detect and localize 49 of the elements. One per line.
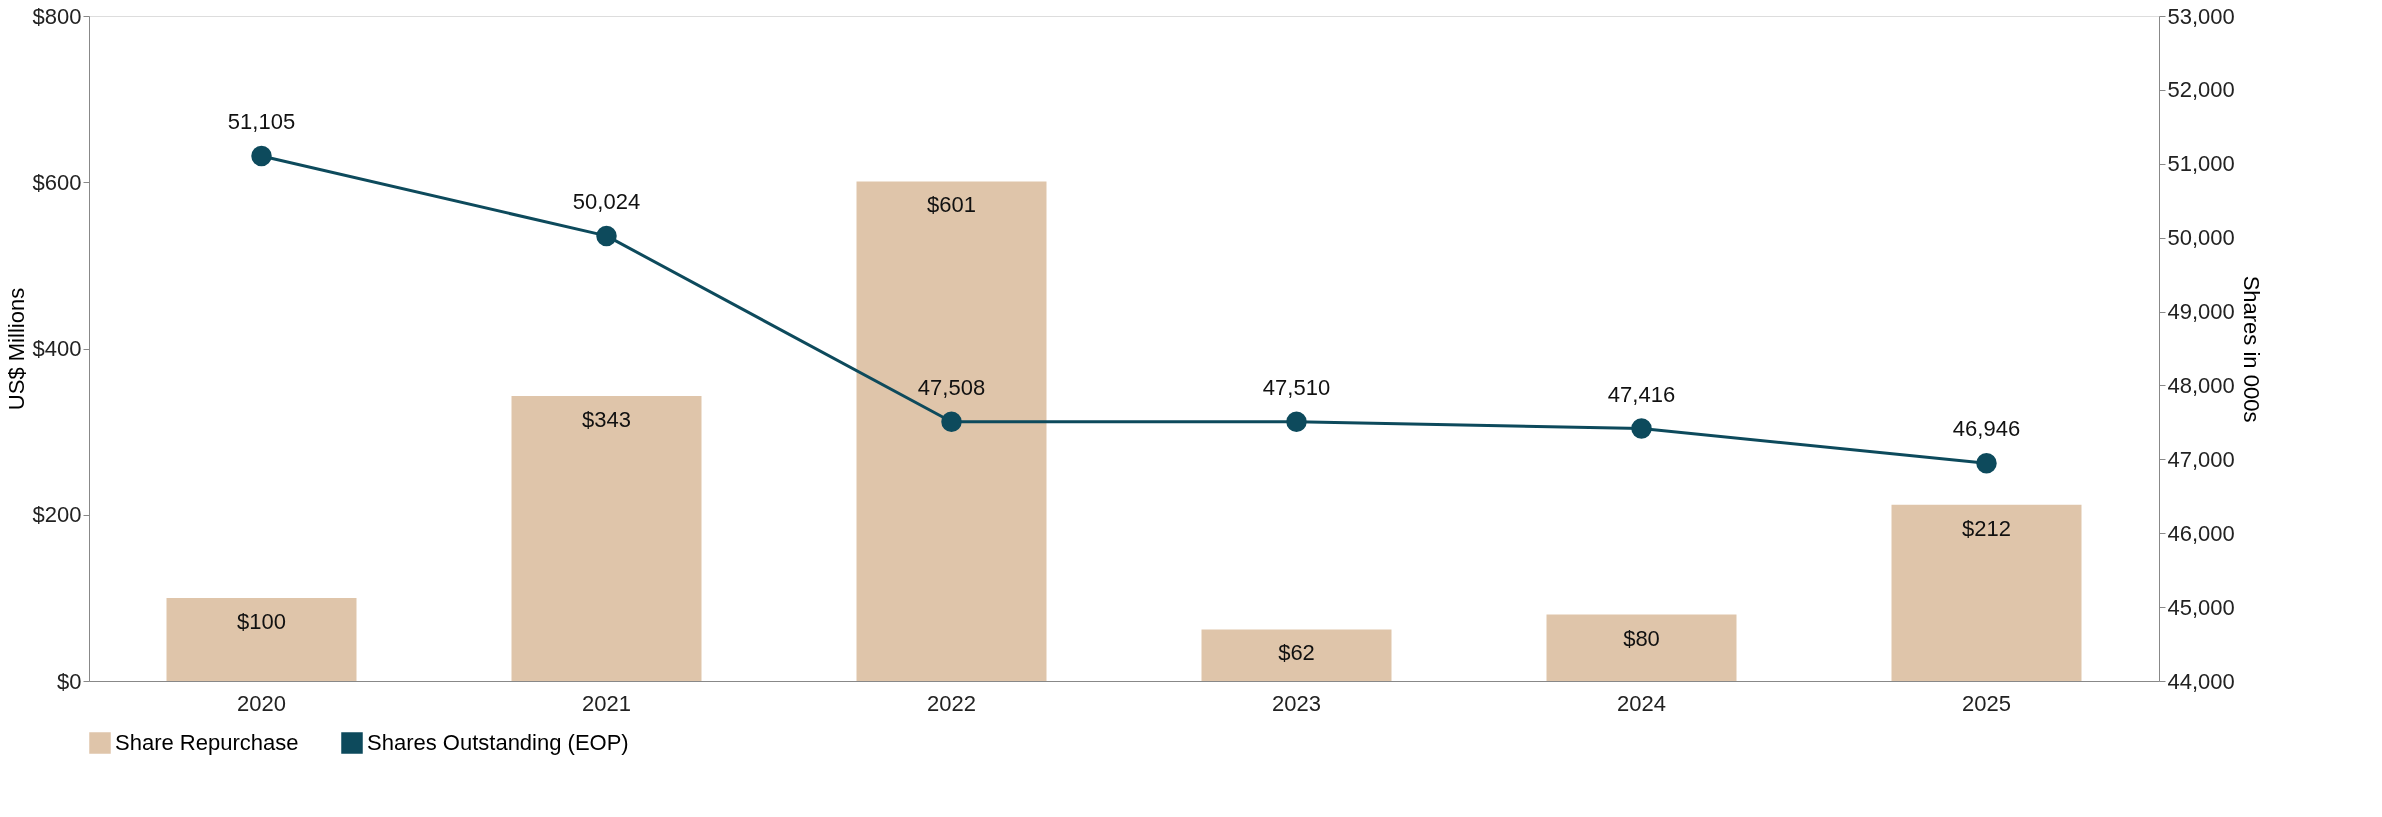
point: [941, 411, 962, 433]
x-tick-label: 2022: [927, 690, 976, 716]
data-label: $80: [1623, 625, 1660, 651]
data-label: 47,510: [1262, 374, 1331, 400]
y2-axis-title: Shares in 000s: [2238, 275, 2264, 423]
data-label: 50,024: [572, 188, 641, 214]
y-tick-label: $400: [32, 336, 82, 361]
data-label: $62: [1278, 640, 1315, 666]
y-tick-label: $0: [57, 668, 82, 694]
x-tick-label: 2020: [237, 690, 286, 716]
data-label: 51,105: [227, 109, 296, 135]
data-label: 47,508: [917, 374, 986, 400]
y2-tick-label: 45,000: [2167, 594, 2235, 620]
y2-tick-label: 50,000: [2167, 225, 2235, 251]
y2-tick-label: 44,000: [2167, 668, 2235, 694]
point: [1631, 418, 1652, 439]
bar: [1201, 629, 1392, 681]
y2-tick-label: 48,000: [2167, 372, 2235, 398]
x-tick-label: 2021: [582, 690, 631, 716]
legend-label: Share Repurchase: [115, 730, 299, 755]
data-label: $100: [237, 608, 286, 634]
y-tick-label: $800: [32, 3, 82, 29]
y2-tick-label: 46,000: [2167, 520, 2235, 546]
x-tick-label: 2023: [1272, 690, 1321, 716]
bar: [166, 597, 357, 681]
x-tick-label: 2025: [1962, 690, 2011, 716]
y2-tick-label: 51,000: [2167, 151, 2235, 177]
data-label: $601: [927, 192, 976, 218]
point: [1976, 453, 1997, 474]
point: [596, 225, 617, 247]
y2-tick-label: 49,000: [2167, 299, 2235, 325]
point: [251, 145, 272, 167]
bar: [511, 395, 702, 681]
y2-tick-label: 47,000: [2167, 446, 2235, 472]
legend-label: Shares Outstanding (EOP): [367, 730, 629, 755]
y-tick-label: $600: [32, 169, 82, 195]
data-label: $343: [582, 406, 631, 432]
bar: [1546, 614, 1737, 681]
y2-tick-label: 53,000: [2167, 3, 2235, 29]
y-axis-title: US$ Millions: [3, 287, 29, 411]
point: [1286, 411, 1307, 432]
data-label: $212: [1962, 515, 2011, 541]
data-label: 47,416: [1607, 381, 1676, 407]
bar: [856, 181, 1047, 681]
x-tick-label: 2024: [1617, 690, 1666, 716]
y-tick-label: $200: [32, 502, 82, 528]
data-label: 46,946: [1952, 416, 2021, 442]
y2-tick-label: 52,000: [2167, 77, 2235, 103]
bar: [1891, 504, 2082, 681]
